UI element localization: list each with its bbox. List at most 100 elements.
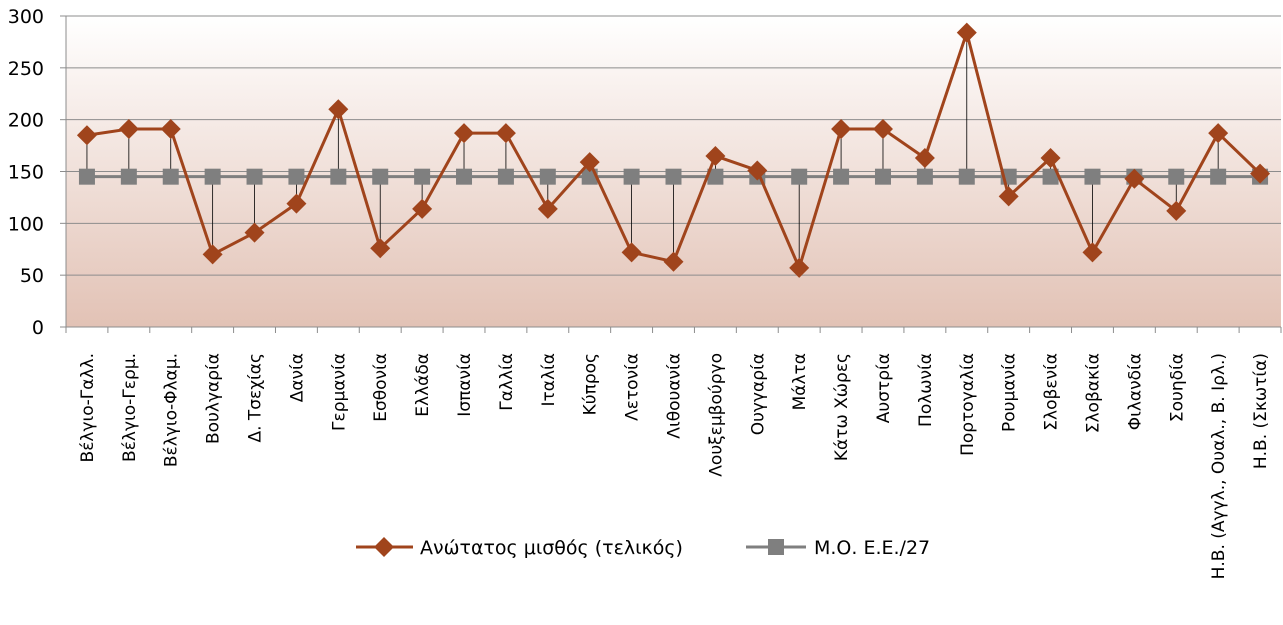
x-tick-label: Ελλάδα bbox=[413, 353, 433, 417]
square-marker bbox=[78, 168, 95, 185]
square-marker bbox=[246, 168, 263, 185]
diamond-marker bbox=[495, 123, 516, 144]
diamond-marker bbox=[747, 160, 768, 181]
diamond-marker bbox=[412, 198, 433, 219]
x-tick-label: Γερμανία bbox=[329, 353, 349, 431]
y-tick-label: 250 bbox=[8, 58, 44, 80]
square-marker bbox=[1168, 168, 1185, 185]
x-tick-label: Λουξεμβούργο bbox=[706, 353, 726, 477]
diamond-marker bbox=[286, 193, 307, 214]
x-tick-label: Ισπανία bbox=[455, 353, 475, 417]
x-tick-label: Η.Β. (Σκωτία) bbox=[1251, 353, 1271, 469]
diamond-marker bbox=[579, 152, 600, 173]
diamond-marker bbox=[621, 242, 642, 263]
legend: Ανώτατος μισθός (τελικός) Μ.Ο. Ε.Ε./27 bbox=[356, 537, 930, 559]
square-marker bbox=[1042, 168, 1059, 185]
x-tick-label: Βέλγιο-Γαλλ. bbox=[78, 353, 98, 462]
square-marker bbox=[1084, 168, 1101, 185]
square-marker bbox=[204, 168, 221, 185]
x-tick-label: Πορτογαλία bbox=[958, 353, 978, 456]
square-marker bbox=[497, 168, 514, 185]
x-tick-label: Βουλγαρία bbox=[204, 353, 224, 444]
diamond-marker bbox=[789, 257, 810, 278]
diamond-marker bbox=[705, 145, 726, 166]
square-marker bbox=[833, 168, 850, 185]
x-tick-label: Ρουμανία bbox=[1000, 353, 1020, 432]
x-tick-label: Ιταλία bbox=[539, 353, 559, 406]
diamond-marker bbox=[328, 99, 349, 120]
diamond-marker bbox=[244, 222, 265, 243]
diamond-marker bbox=[1208, 123, 1229, 144]
x-tick-label: Σουηδία bbox=[1167, 353, 1187, 422]
y-tick-label: 100 bbox=[8, 213, 44, 235]
diamond-marker bbox=[1082, 242, 1103, 263]
diamond-marker bbox=[831, 118, 852, 139]
square-marker bbox=[330, 168, 347, 185]
legend-marker-2 bbox=[768, 539, 784, 555]
x-tick-label: Λετονία bbox=[623, 353, 643, 421]
x-tick-label: Σλοβακία bbox=[1083, 353, 1103, 433]
diamond-marker bbox=[1166, 200, 1187, 221]
diamond-marker bbox=[118, 118, 139, 139]
x-tick-label: Βέλγιο-Γερμ. bbox=[120, 353, 140, 462]
square-marker bbox=[539, 168, 556, 185]
x-tick-label: Κύπρος bbox=[581, 353, 601, 415]
gridlines bbox=[60, 15, 1282, 333]
x-tick-label: Μάλτα bbox=[790, 353, 810, 410]
diamond-marker bbox=[76, 125, 97, 146]
y-tick-label: 50 bbox=[20, 265, 44, 287]
square-marker bbox=[288, 168, 305, 185]
square-marker bbox=[958, 168, 975, 185]
diamond-marker bbox=[202, 244, 223, 265]
x-tick-label: Γαλλία bbox=[497, 353, 517, 411]
diamond-marker bbox=[956, 22, 977, 43]
square-marker bbox=[623, 168, 640, 185]
diamond-marker bbox=[914, 148, 935, 169]
diamond-marker bbox=[1124, 168, 1145, 189]
square-marker bbox=[916, 168, 933, 185]
y-tick-label: 150 bbox=[8, 162, 44, 184]
legend-marker-1 bbox=[374, 537, 394, 557]
x-axis-tick-labels: Βέλγιο-Γαλλ. Βέλγιο-Γερμ. Βέλγιο-Φλαμ. Βουλ… bbox=[78, 353, 1271, 579]
x-tick-label: Δ. Τσεχίας bbox=[246, 353, 266, 443]
diamond-marker bbox=[160, 118, 181, 139]
square-marker bbox=[162, 168, 179, 185]
diamond-marker bbox=[663, 251, 684, 272]
y-axis-tick-labels: 0 50 100 150 200 250 300 bbox=[8, 6, 44, 339]
x-tick-label: Λιθουανία bbox=[665, 353, 685, 439]
diamond-marker bbox=[1250, 163, 1271, 184]
square-marker bbox=[414, 168, 431, 185]
y-tick-label: 0 bbox=[32, 317, 44, 339]
diamond-marker bbox=[370, 238, 391, 259]
diamond-marker bbox=[872, 118, 893, 139]
square-marker bbox=[874, 168, 891, 185]
diamond-marker bbox=[537, 198, 558, 219]
diamond-marker bbox=[1040, 148, 1061, 169]
series bbox=[76, 22, 1271, 278]
x-tick-label: Αυστρία bbox=[874, 353, 894, 423]
x-tick-label: Φιλανδία bbox=[1125, 353, 1145, 430]
legend-label-2: Μ.Ο. Ε.Ε./27 bbox=[814, 537, 930, 559]
square-marker bbox=[665, 168, 682, 185]
square-marker bbox=[707, 168, 724, 185]
square-marker bbox=[456, 168, 473, 185]
legend-label-1: Ανώτατος μισθός (τελικός) bbox=[420, 537, 683, 559]
y-tick-label: 200 bbox=[8, 110, 44, 132]
x-tick-label: Σλοβενία bbox=[1042, 353, 1062, 431]
x-tick-label: Πολωνία bbox=[916, 353, 936, 427]
square-marker bbox=[372, 168, 389, 185]
y-tick-label: 300 bbox=[8, 6, 44, 28]
x-tick-label: Βέλγιο-Φλαμ. bbox=[162, 353, 182, 467]
square-marker bbox=[1210, 168, 1227, 185]
diamond-marker bbox=[998, 186, 1019, 207]
x-tick-label: Εσθονία bbox=[371, 353, 391, 422]
square-marker bbox=[120, 168, 137, 185]
x-tick-label: Κάτω Χώρες bbox=[832, 353, 852, 461]
x-tick-label: Δανία bbox=[287, 353, 307, 402]
diamond-marker bbox=[454, 123, 475, 144]
square-marker bbox=[791, 168, 808, 185]
x-tick-label: Η.Β. (Αγγλ., Ουαλ., Β. Ιρλ.) bbox=[1209, 353, 1229, 579]
x-tick-label: Ουγγαρία bbox=[748, 353, 768, 435]
